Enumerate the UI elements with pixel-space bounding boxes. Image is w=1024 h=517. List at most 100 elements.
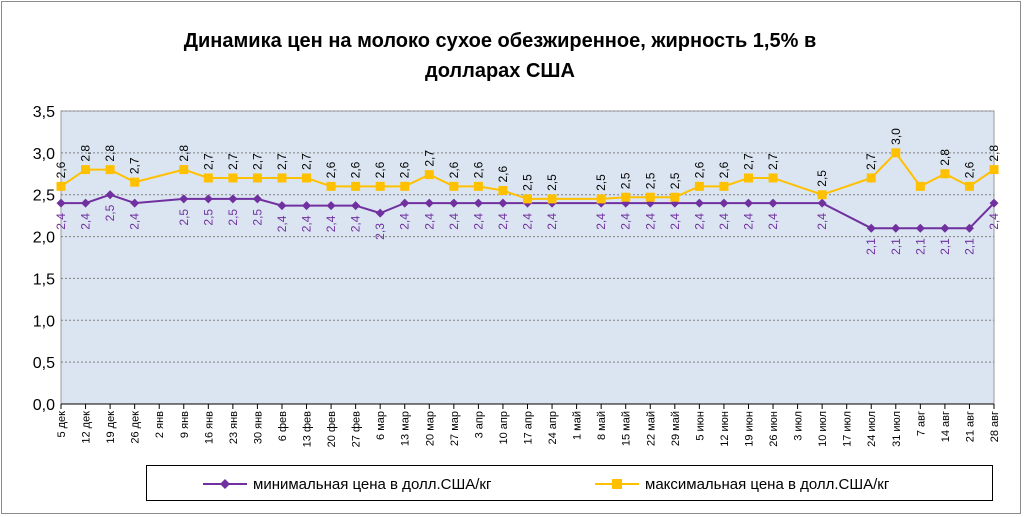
data-point-min [351,201,361,211]
legend-label-min: минимальная цена в долл.США/кг [253,475,492,493]
data-point-min [817,198,827,208]
data-label-max: 2,7 [250,153,264,170]
data-label-max: 2,6 [349,161,363,178]
data-point-max [498,186,508,196]
data-point-max [768,173,778,183]
data-label-max: 2,5 [521,174,535,191]
data-point-min [277,201,287,211]
x-tick-label: 20 фев [326,411,338,447]
data-point-min [694,198,704,208]
data-point-max [891,148,901,158]
data-label-min: 2,4 [987,213,1001,230]
legend-swatch-max [595,479,639,489]
data-label-min: 2,4 [128,213,142,230]
x-tick-label: 13 мар [400,411,412,446]
data-point-max [326,181,336,191]
data-label-max: 2,6 [324,161,338,178]
x-tick-label: 17 апр [523,411,535,444]
x-tick-label: 17 июл [842,411,854,447]
data-point-min [400,198,410,208]
data-point-min [130,198,140,208]
x-tick-label: 2 янв [154,411,166,438]
data-label-max: 2,6 [717,161,731,178]
x-tick-label: 19 июн [743,411,755,447]
legend-item-max: максимальная цена в долл.США/кг [595,474,889,494]
data-label-min: 2,5 [250,209,264,226]
data-point-min [964,223,974,233]
x-tick-label: 23 янв [228,411,240,444]
data-point-max [56,181,66,191]
data-point-max [670,192,680,202]
y-tick-label: 3,0 [33,146,55,163]
data-point-max [547,194,557,204]
data-point-max [105,165,115,175]
data-point-min [989,198,999,208]
data-label-min: 2,1 [864,238,878,255]
data-label-max: 2,8 [987,145,1001,162]
data-label-min: 2,4 [766,213,780,230]
data-point-min [866,223,876,233]
data-label-max: 2,7 [864,153,878,170]
data-label-min: 2,1 [938,238,952,255]
x-tick-label: 27 мар [449,411,461,446]
y-tick-label: 0,5 [33,355,55,372]
data-point-min [719,198,729,208]
x-tick-label: 24 апр [547,411,559,444]
x-tick-label: 31 июл [891,411,903,447]
data-label-max: 2,6 [471,161,485,178]
data-label-max: 2,8 [103,145,117,162]
data-point-min [375,208,385,218]
legend-item-min: минимальная цена в долл.США/кг [203,474,491,494]
data-label-min: 2,5 [177,209,191,226]
x-tick-label: 30 янв [252,411,264,444]
data-point-min [81,198,91,208]
data-point-max [424,170,434,180]
data-point-min [326,201,336,211]
data-point-min [56,198,66,208]
data-label-min: 2,4 [275,215,289,232]
data-point-min [424,198,434,208]
data-point-max [743,173,753,183]
data-point-min [105,190,115,200]
data-point-min [252,194,262,204]
data-label-min: 2,1 [962,238,976,255]
x-tick-label: 5 июн [694,411,706,441]
x-tick-label: 9 янв [179,411,191,438]
data-point-max [523,194,532,204]
chart-title-line-2: долларах США [425,60,575,82]
data-label-max: 2,7 [300,153,314,170]
y-tick-label: 1,0 [33,313,55,330]
data-label-min: 2,3 [373,223,387,240]
data-label-min: 2,4 [79,213,93,230]
y-tick-label: 1,5 [33,271,55,288]
data-point-max [719,181,729,191]
data-label-min: 2,4 [447,213,461,230]
data-label-max: 2,6 [373,161,387,178]
y-tick-label: 2,0 [33,230,55,247]
y-tick-label: 0,0 [33,397,55,414]
x-tick-label: 29 май [670,411,682,446]
data-label-min: 2,1 [889,238,903,255]
data-label-min: 2,4 [619,213,633,230]
x-tick-label: 21 авг [964,411,976,442]
data-label-max: 2,5 [815,170,829,187]
data-label-min: 2,1 [913,238,927,255]
data-point-max [302,173,312,183]
data-label-max: 2,7 [766,153,780,170]
data-point-min [498,198,508,208]
x-tick-label: 24 июл [866,411,878,447]
data-point-max [179,165,189,175]
data-point-max [228,173,238,183]
data-label-max: 2,7 [422,150,436,167]
data-point-max [694,181,704,191]
x-tick-label: 28 авг [989,411,1001,442]
data-point-min [302,201,312,211]
data-point-max [473,181,483,191]
plot-area [60,110,995,405]
x-tick-label: 6 фев [277,411,289,441]
data-label-max: 2,5 [545,174,559,191]
data-point-min [203,194,213,204]
data-point-max [81,165,91,175]
x-tick-label: 13 фев [302,411,314,447]
data-label-max: 2,8 [938,149,952,166]
